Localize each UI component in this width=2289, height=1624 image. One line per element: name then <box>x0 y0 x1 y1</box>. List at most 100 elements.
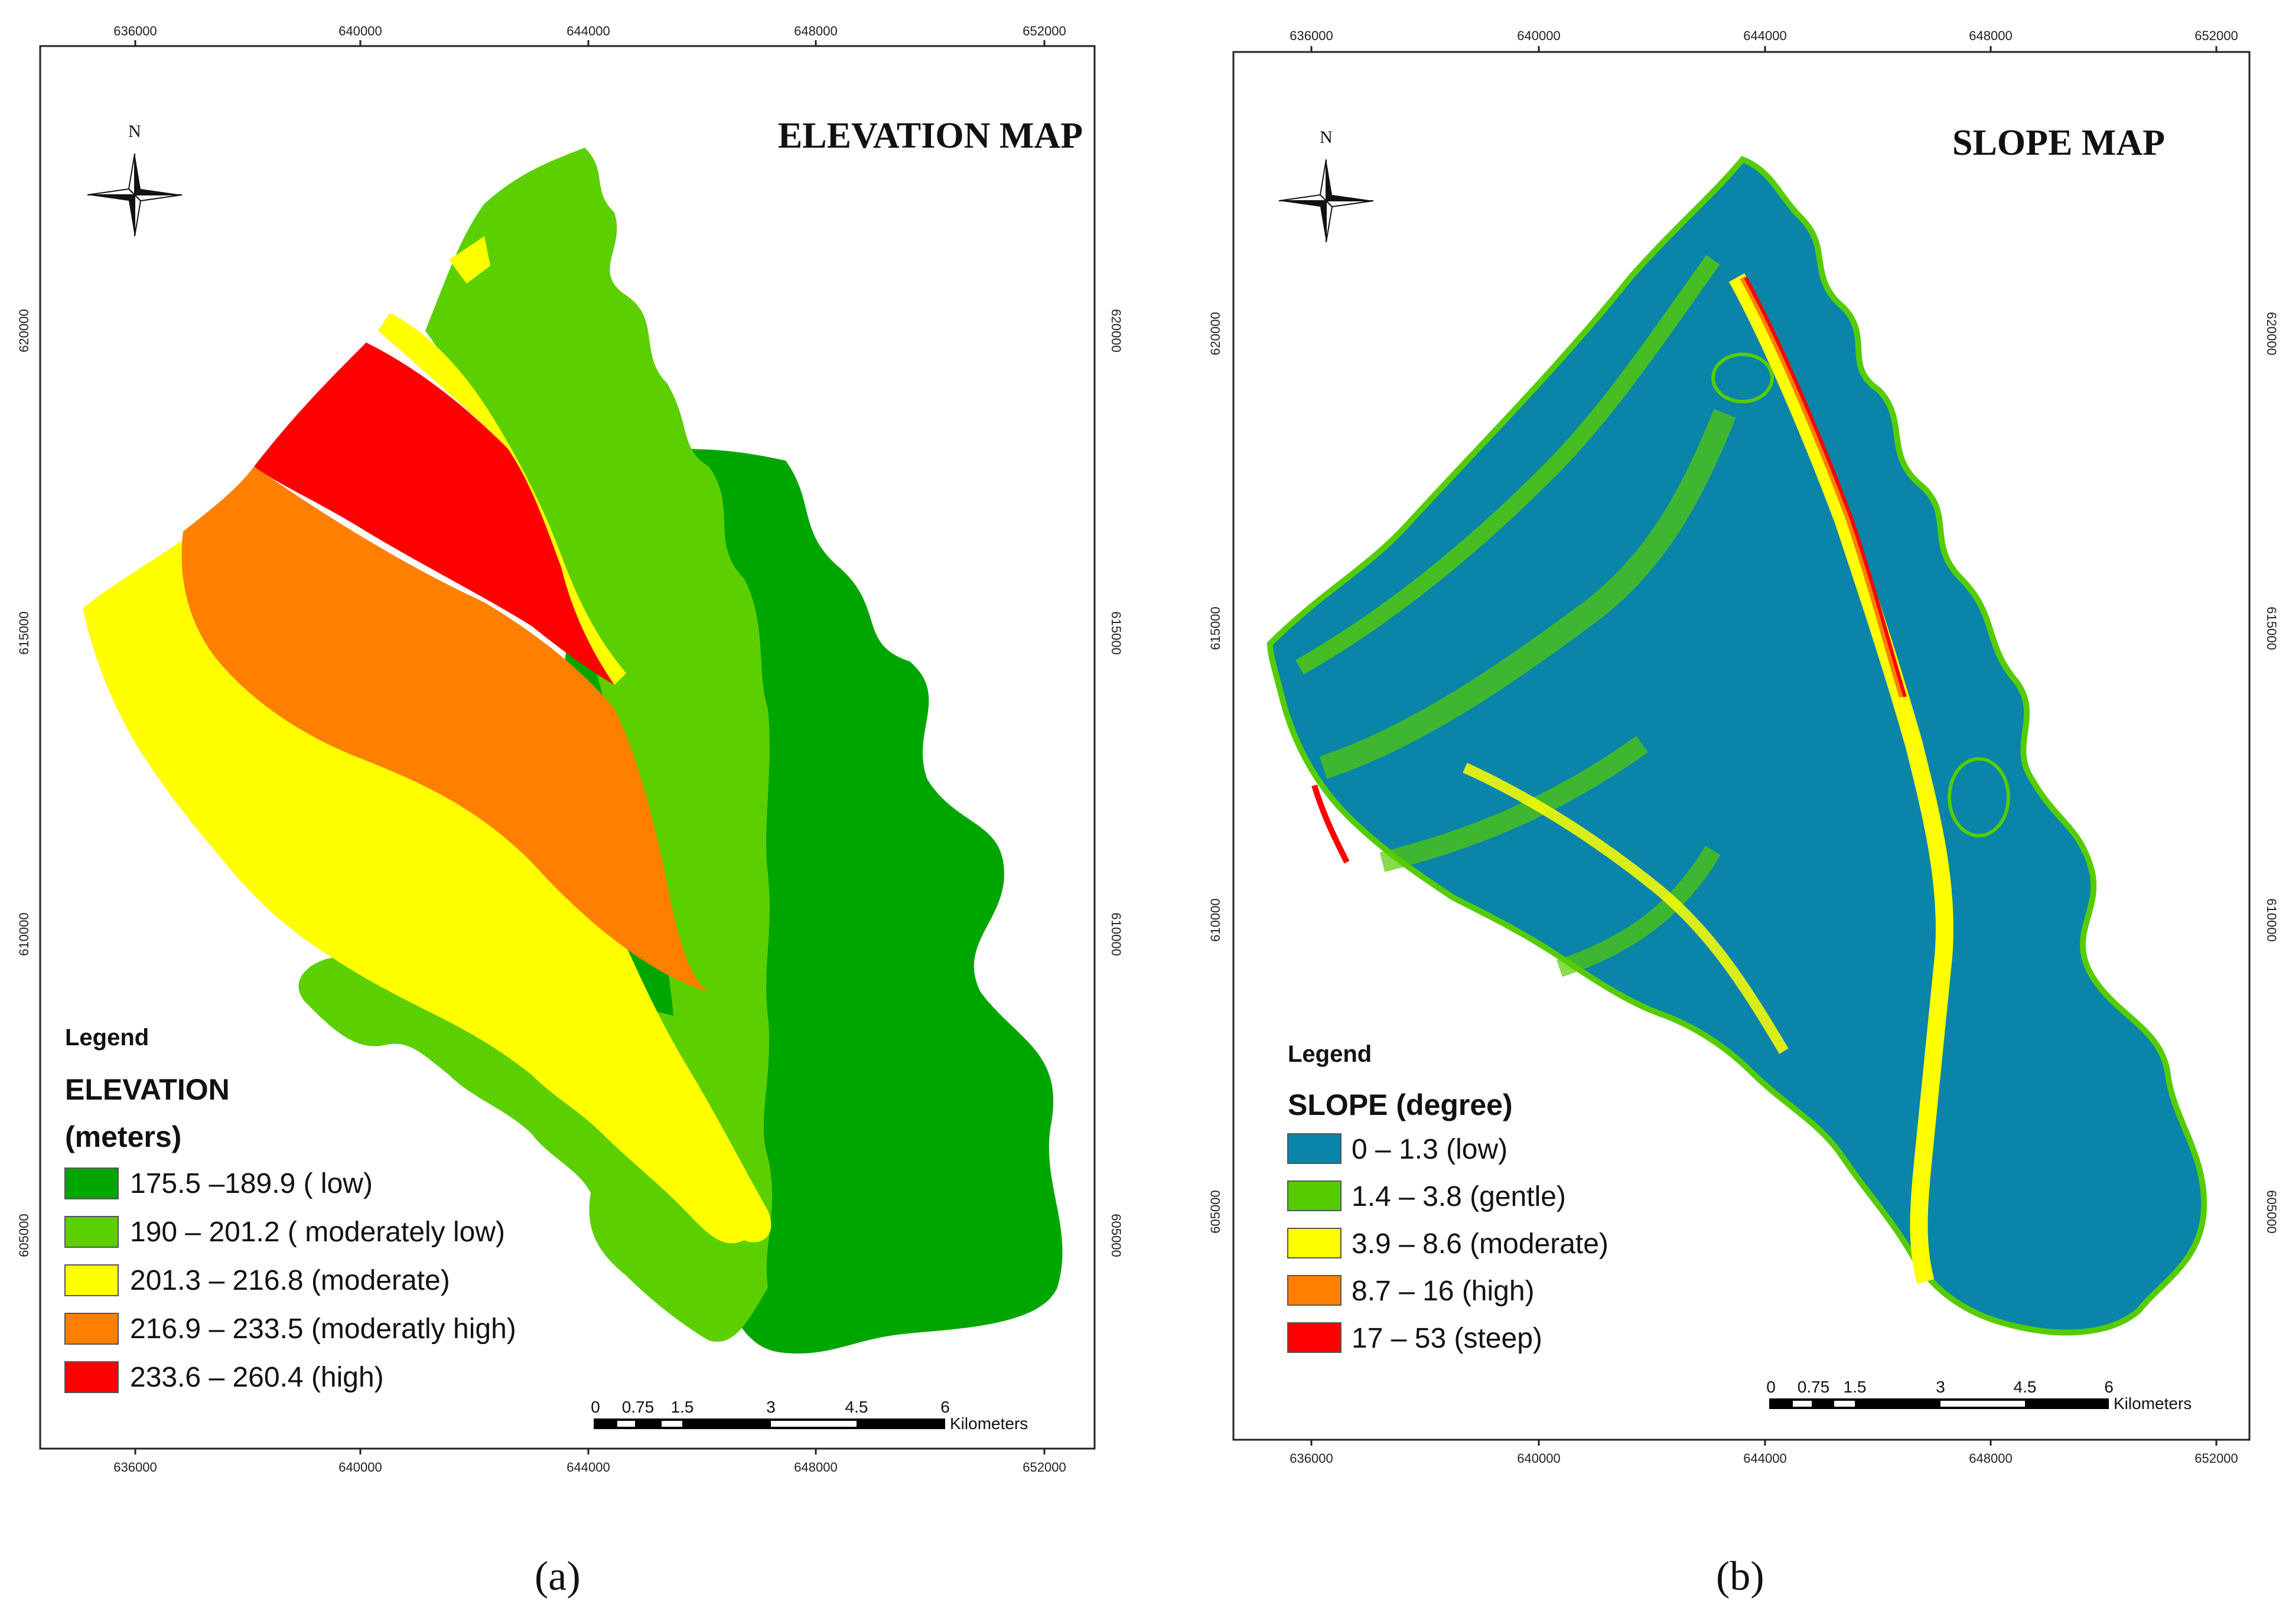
x-tick-bottom-2: 640000 <box>338 1460 382 1475</box>
y-tick-right-3: 610000 <box>2264 898 2279 941</box>
scalebar-tick-3: 1.5 <box>1844 1378 1867 1396</box>
map-title: ELEVATION MAP <box>778 116 1083 156</box>
slope-valley-yellow <box>1463 762 1789 1054</box>
scalebar-tick-5: 4.5 <box>2014 1378 2037 1396</box>
elevation-zones <box>83 148 1063 1354</box>
legend-title-line-1: ELEVATION <box>65 1073 230 1106</box>
scalebar-tick-1: 0 <box>1766 1378 1776 1396</box>
slope-ridge-yellow <box>1728 273 1953 1284</box>
x-tick-bottom-3: 644000 <box>1743 1451 1786 1466</box>
legend-swatch-5 <box>1287 1322 1342 1353</box>
legend-title-line-2: (meters) <box>65 1120 181 1153</box>
x-tick-top-4: 648000 <box>1969 28 2012 43</box>
scalebar-tick-5: 4.5 <box>845 1398 868 1416</box>
legend-label-5: 233.6 – 260.4 (high) <box>130 1362 384 1393</box>
legend-swatch-3 <box>1287 1228 1342 1258</box>
legend-swatch-3 <box>64 1264 119 1296</box>
elevation-tick-marks <box>134 40 1046 1455</box>
scalebar-tick-4: 3 <box>766 1398 776 1416</box>
scalebar-tick-6: 6 <box>940 1398 950 1416</box>
x-tick-bottom-5: 652000 <box>2194 1451 2238 1466</box>
legend-label-2: 1.4 – 3.8 (gentle) <box>1352 1181 1566 1212</box>
x-tick-bottom-1: 636000 <box>113 1460 157 1475</box>
elevation-scalebar: 0 0.75 1.5 3 4.5 6 Kilometers <box>591 1398 1028 1433</box>
x-tick-top-2: 640000 <box>338 24 382 38</box>
zone-strip <box>378 313 626 685</box>
scalebar-tick-2: 0.75 <box>1798 1378 1830 1396</box>
x-tick-bottom-2: 640000 <box>1517 1451 1560 1466</box>
zone-high <box>254 343 614 685</box>
slope-zones <box>1266 156 2207 1336</box>
slope-band-2 <box>1319 409 1736 779</box>
x-tick-bottom-3: 644000 <box>566 1460 610 1475</box>
legend-label-2: 190 – 201.2 ( moderately low) <box>130 1217 505 1248</box>
x-tick-top-5: 652000 <box>2194 28 2238 43</box>
x-tick-bottom-1: 636000 <box>1290 1451 1333 1466</box>
elevation-legend: Legend ELEVATION (meters) 175.5 –189.9 (… <box>64 1025 516 1393</box>
y-tick-left-4: 605000 <box>17 1214 31 1257</box>
legend-swatch-4 <box>64 1313 119 1345</box>
x-tick-top-3: 644000 <box>1743 28 1786 43</box>
legend-title-line-1: SLOPE (degree) <box>1288 1088 1513 1121</box>
north-label: N <box>128 122 141 141</box>
x-tick-top-3: 644000 <box>566 24 610 38</box>
scalebar-unit: Kilometers <box>950 1414 1028 1433</box>
x-tick-top-2: 640000 <box>1517 28 1560 43</box>
scalebar-tick-3: 1.5 <box>671 1398 694 1416</box>
lake-2 <box>1711 353 1774 403</box>
y-tick-right-2: 615000 <box>1109 611 1124 654</box>
caption-b: (b) <box>1716 1554 1764 1599</box>
scalebar-tick-2: 0.75 <box>622 1398 655 1416</box>
scalebar-tick-4: 3 <box>1936 1378 1945 1396</box>
slope-map-canvas: 636000 640000 644000 648000 652000 63600… <box>1208 28 2279 1466</box>
caption-a: (a) <box>535 1554 581 1599</box>
x-tick-bottom-4: 648000 <box>794 1460 837 1475</box>
y-tick-right-2: 615000 <box>2264 606 2279 650</box>
slope-band-3 <box>1379 736 1648 872</box>
map-title: SLOPE MAP <box>1952 123 2165 163</box>
y-tick-left-2: 615000 <box>1208 606 1223 650</box>
legend-heading: Legend <box>1288 1041 1372 1067</box>
y-tick-right-3: 610000 <box>1109 912 1124 956</box>
north-label: N <box>1320 128 1333 147</box>
north-arrow-icon <box>1278 159 1374 243</box>
x-tick-bottom-4: 648000 <box>1969 1451 2012 1466</box>
legend-swatch-1 <box>1287 1133 1342 1164</box>
y-tick-left-3: 610000 <box>1208 898 1223 941</box>
y-tick-left-3: 610000 <box>17 912 31 956</box>
y-tick-right-1: 620000 <box>1109 309 1124 352</box>
x-tick-top-4: 648000 <box>794 24 837 38</box>
zone-top-patch <box>449 236 490 283</box>
legend-heading: Legend <box>65 1025 149 1051</box>
elevation-map-canvas: 636000 640000 644000 648000 652000 63600… <box>17 24 1124 1475</box>
legend-label-1: 175.5 –189.9 ( low) <box>130 1168 373 1199</box>
x-tick-top-1: 636000 <box>1290 28 1333 43</box>
scalebar-tick-1: 0 <box>591 1398 600 1416</box>
legend-swatch-4 <box>1287 1275 1342 1306</box>
lake-1 <box>1948 757 2010 837</box>
slope-area <box>1266 156 2207 1336</box>
y-tick-right-4: 605000 <box>2264 1190 2279 1233</box>
x-tick-bottom-5: 652000 <box>1023 1460 1066 1475</box>
y-tick-right-1: 620000 <box>2264 312 2279 355</box>
x-tick-top-1: 636000 <box>113 24 157 38</box>
scalebar-tick-6: 6 <box>2104 1378 2114 1396</box>
legend-label-3: 3.9 – 8.6 (moderate) <box>1352 1228 1609 1260</box>
legend-swatch-2 <box>1287 1181 1342 1211</box>
zone-moderately-high <box>181 467 709 992</box>
y-tick-left-1: 620000 <box>17 309 31 352</box>
y-tick-left-1: 620000 <box>1208 312 1223 355</box>
slope-ridge-red <box>1744 276 1907 697</box>
legend-label-1: 0 – 1.3 (low) <box>1352 1134 1507 1165</box>
legend-label-3: 201.3 – 216.8 (moderate) <box>130 1265 450 1296</box>
y-tick-left-4: 605000 <box>1208 1190 1223 1233</box>
slope-scalebar: 0 0.75 1.5 3 4.5 6 Kilometers <box>1766 1378 2192 1413</box>
slope-band-1 <box>1295 255 1720 675</box>
x-tick-top-5: 652000 <box>1023 24 1066 38</box>
y-tick-right-4: 605000 <box>1109 1214 1124 1257</box>
slope-map-panel: 636000 640000 644000 648000 652000 63600… <box>1146 0 2289 1624</box>
legend-swatch-5 <box>64 1361 119 1393</box>
slope-legend: Legend SLOPE (degree) 0 – 1.3 (low) 1.4 … <box>1287 1041 1609 1354</box>
legend-label-4: 8.7 – 16 (high) <box>1352 1276 1535 1307</box>
slope-ridge-orange <box>1740 276 1905 698</box>
